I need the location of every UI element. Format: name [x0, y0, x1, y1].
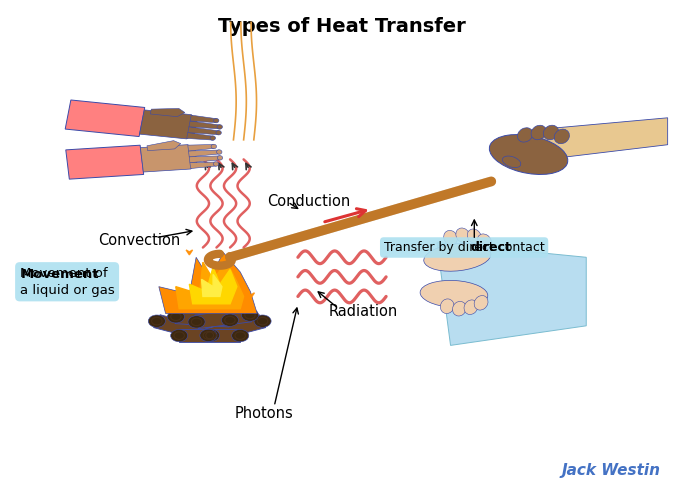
Ellipse shape [170, 330, 187, 342]
Ellipse shape [232, 330, 249, 342]
Polygon shape [164, 294, 174, 301]
Polygon shape [188, 127, 219, 135]
Polygon shape [189, 121, 220, 129]
Ellipse shape [222, 314, 239, 326]
Polygon shape [246, 293, 254, 299]
Ellipse shape [444, 230, 458, 245]
Ellipse shape [467, 229, 482, 244]
Polygon shape [189, 150, 220, 157]
Text: Movement of
a liquid or gas: Movement of a liquid or gas [20, 267, 114, 297]
Ellipse shape [554, 129, 569, 144]
Polygon shape [150, 108, 185, 117]
Polygon shape [189, 156, 220, 163]
Ellipse shape [474, 296, 488, 310]
Ellipse shape [531, 125, 547, 140]
Ellipse shape [489, 135, 568, 174]
Ellipse shape [477, 234, 492, 248]
Ellipse shape [213, 162, 219, 166]
Polygon shape [186, 250, 193, 255]
Ellipse shape [241, 309, 259, 321]
Polygon shape [190, 162, 216, 168]
Ellipse shape [218, 155, 223, 160]
Polygon shape [65, 100, 145, 137]
Ellipse shape [213, 118, 219, 123]
Ellipse shape [217, 125, 222, 129]
Polygon shape [140, 110, 197, 139]
Ellipse shape [517, 128, 533, 142]
Text: Conduction: Conduction [267, 194, 351, 208]
Text: Convection: Convection [98, 233, 180, 248]
Ellipse shape [456, 228, 470, 243]
Text: direct: direct [471, 241, 512, 254]
Ellipse shape [217, 150, 222, 154]
Ellipse shape [200, 329, 217, 342]
Polygon shape [195, 308, 252, 329]
Ellipse shape [503, 156, 521, 168]
Polygon shape [231, 253, 236, 257]
Polygon shape [159, 252, 257, 313]
Ellipse shape [420, 281, 488, 307]
Ellipse shape [148, 315, 166, 327]
Polygon shape [189, 267, 237, 304]
Polygon shape [437, 243, 586, 346]
Ellipse shape [254, 315, 271, 327]
Text: Types of Heat Transfer: Types of Heat Transfer [218, 17, 466, 37]
Polygon shape [140, 145, 197, 172]
Ellipse shape [168, 310, 185, 323]
Ellipse shape [210, 136, 215, 140]
Ellipse shape [216, 131, 222, 135]
Ellipse shape [188, 316, 205, 328]
Ellipse shape [453, 301, 466, 316]
Polygon shape [175, 310, 231, 327]
Ellipse shape [543, 125, 559, 140]
Polygon shape [188, 145, 214, 151]
Ellipse shape [440, 299, 454, 313]
Text: Movement: Movement [21, 268, 100, 281]
Ellipse shape [464, 300, 478, 314]
Polygon shape [202, 274, 222, 297]
Polygon shape [505, 118, 668, 164]
Polygon shape [205, 315, 266, 342]
Polygon shape [190, 115, 217, 123]
Polygon shape [154, 315, 214, 342]
Text: Transfer by direct contact: Transfer by direct contact [384, 241, 544, 254]
Text: Radiation: Radiation [328, 303, 397, 319]
Ellipse shape [211, 144, 217, 148]
Polygon shape [66, 145, 144, 179]
Text: Jack Westin: Jack Westin [562, 462, 661, 478]
Polygon shape [187, 133, 213, 140]
Polygon shape [147, 141, 181, 150]
Ellipse shape [202, 329, 220, 342]
Polygon shape [176, 262, 244, 309]
Text: Photons: Photons [235, 406, 293, 421]
Ellipse shape [424, 244, 491, 271]
Polygon shape [179, 329, 240, 343]
